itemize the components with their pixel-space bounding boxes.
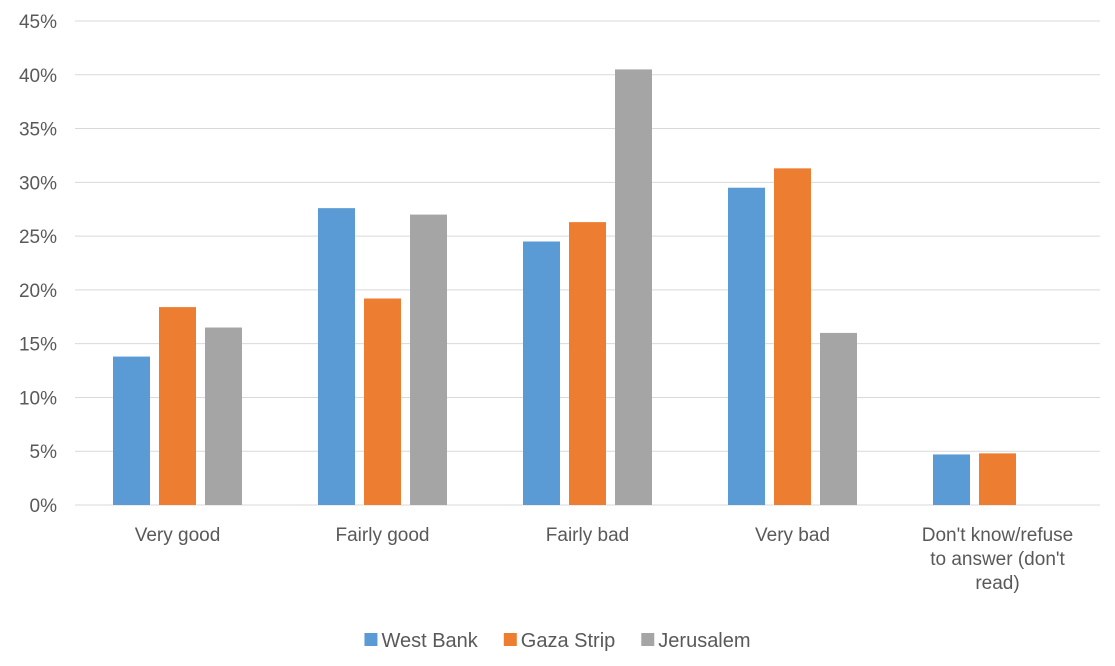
y-tick-label: 20% — [19, 281, 57, 302]
legend-item-jerusalem: Jerusalem — [641, 630, 751, 652]
y-tick-label: 30% — [19, 173, 57, 194]
y-tick-label: 0% — [30, 496, 58, 517]
legend: West Bank Gaza Strip Jerusalem — [364, 630, 751, 652]
legend-item-gaza-strip: Gaza Strip — [503, 630, 615, 652]
legend-swatch — [503, 633, 517, 646]
y-tick-label: 5% — [30, 442, 58, 463]
y-tick-label: 10% — [19, 388, 57, 409]
bar-gaza-strip — [979, 453, 1016, 505]
legend-label: West Bank — [381, 630, 478, 652]
x-axis-labels: Very good Fairly good Fairly bad Very bad Do… — [135, 525, 1074, 594]
y-tick-label: 15% — [19, 335, 57, 356]
bar-gaza-strip — [364, 298, 401, 505]
x-category-label: Fairly bad — [546, 525, 629, 546]
bar-jerusalem — [615, 69, 652, 506]
bar-west-bank — [113, 356, 150, 505]
bar-gaza-strip — [159, 307, 196, 505]
y-tick-label: 35% — [19, 120, 57, 141]
x-category-label: Very good — [135, 525, 221, 546]
legend-swatch — [364, 633, 378, 646]
bars — [113, 69, 1016, 506]
bar-gaza-strip — [774, 168, 811, 505]
bar-west-bank — [523, 241, 560, 505]
bar-west-bank — [318, 208, 355, 505]
bar-jerusalem — [820, 332, 857, 505]
x-category-label: Fairly good — [336, 525, 430, 546]
bar-gaza-strip — [569, 222, 606, 505]
x-category-label: Very bad — [755, 525, 830, 546]
legend-swatch — [641, 633, 655, 646]
y-tick-label: 40% — [19, 66, 57, 87]
y-tick-label: 25% — [19, 227, 57, 248]
bar-jerusalem — [205, 327, 242, 505]
bar-west-bank — [728, 187, 765, 505]
legend-item-west-bank: West Bank — [364, 630, 479, 652]
legend-label: Gaza Strip — [521, 630, 615, 652]
y-tick-label: 45% — [19, 12, 57, 33]
legend-label: Jerusalem — [658, 630, 750, 652]
bar-west-bank — [933, 454, 970, 505]
bar-jerusalem — [410, 214, 447, 505]
y-axis-ticks: 0% 5% 10% 15% 20% 25% 30% 35% 40% 45% — [19, 12, 57, 517]
x-category-label: Don't know/refuse to answer (don't read) — [922, 525, 1073, 594]
